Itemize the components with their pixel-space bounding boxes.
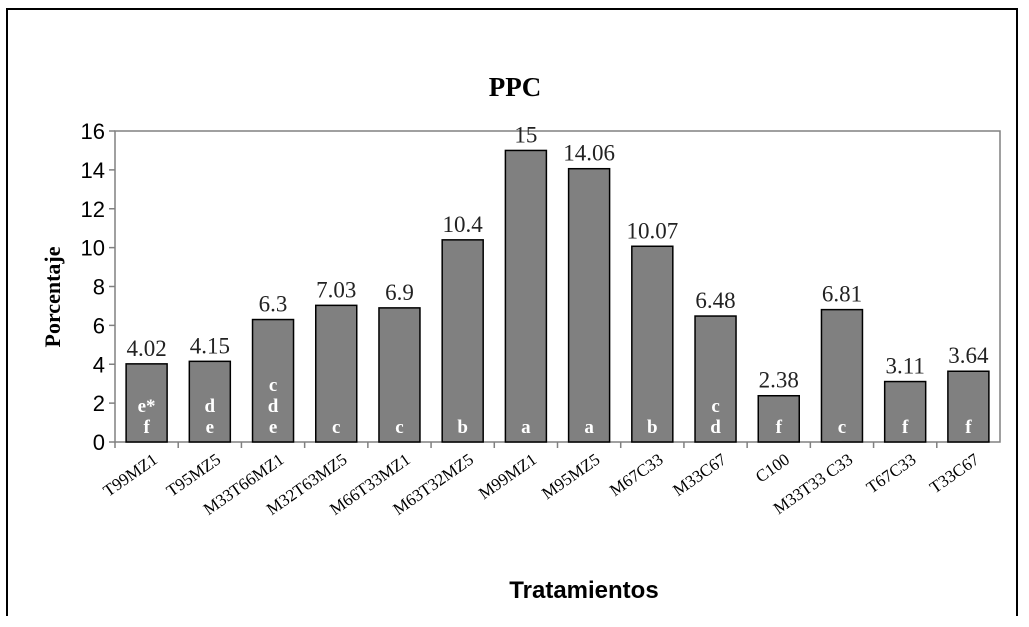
group-letter: d — [268, 396, 279, 417]
bar-M99MZ1 — [504, 149, 548, 443]
bar-M32T63MZ5 — [315, 304, 358, 443]
group-letter: b — [647, 417, 658, 438]
group-letter: a — [584, 417, 594, 438]
data-label: 6.9 — [385, 280, 414, 305]
data-label: 4.02 — [126, 336, 166, 361]
bar-T67C33 — [883, 380, 927, 443]
y-tick-label: 12 — [81, 197, 105, 222]
bar-T33C67 — [947, 370, 990, 443]
group-letter: d — [710, 417, 721, 438]
x-tick-label: T33C67 — [926, 449, 983, 497]
x-tick-label: T99MZ1 — [100, 450, 161, 501]
plot-area — [114, 130, 1001, 443]
group-letter: c — [711, 396, 719, 417]
group-letter: f — [776, 417, 783, 438]
group-letter: f — [143, 417, 150, 438]
x-axis-label: Tratamientos — [509, 577, 658, 604]
group-letter: f — [902, 417, 909, 438]
data-label: 2.38 — [759, 368, 799, 393]
y-tick-label: 16 — [81, 119, 105, 144]
bar-M95MZ5 — [567, 167, 611, 443]
y-tick-label: 10 — [81, 236, 105, 261]
bar-T99MZ1 — [125, 363, 168, 443]
bar-M67C33 — [631, 245, 674, 443]
x-tick-label: M99MZ1 — [475, 450, 540, 503]
data-label: 3.64 — [948, 343, 989, 368]
y-tick-label: 2 — [93, 391, 105, 416]
bar-T95MZ5 — [188, 360, 232, 443]
y-tick-label: 0 — [93, 430, 105, 455]
data-label: 6.48 — [695, 288, 735, 313]
data-label: 7.03 — [316, 277, 356, 302]
y-tick-label: 8 — [93, 275, 105, 300]
data-label: 15 — [514, 122, 537, 147]
data-label: 10.4 — [443, 212, 484, 237]
group-letter: c — [269, 375, 277, 396]
y-tick-label: 14 — [81, 158, 105, 183]
bar-M33T66MZ1 — [251, 318, 295, 443]
group-letter: d — [205, 396, 216, 417]
y-axis-label: Porcentaje — [40, 246, 65, 347]
x-tick-label: M67C33 — [606, 450, 666, 500]
figure-frame — [6, 8, 1018, 616]
data-label: 3.11 — [885, 354, 924, 379]
y-tick-label: 4 — [93, 352, 105, 377]
data-label: 10.07 — [626, 218, 678, 243]
data-label: 6.3 — [259, 292, 288, 317]
bar-M33T33 C33 — [820, 308, 864, 443]
y-tick-label: 6 — [93, 313, 105, 338]
group-letter: b — [457, 417, 468, 438]
x-tick-label: M33C67 — [669, 449, 730, 500]
bar-M66T33MZ1 — [378, 307, 421, 443]
bar-M33C67 — [694, 315, 737, 443]
group-letter: a — [521, 417, 531, 438]
group-letter: e — [206, 417, 214, 438]
group-letter: c — [838, 417, 846, 438]
group-letter: c — [332, 417, 340, 438]
data-label: 4.15 — [190, 333, 230, 358]
x-tick-label: T67C33 — [863, 450, 920, 498]
x-tick-label: C100 — [752, 450, 793, 487]
group-letter: f — [965, 417, 972, 438]
bar-C100 — [757, 394, 800, 443]
group-letter: e* — [138, 396, 156, 417]
group-letter: e — [269, 417, 277, 438]
data-label: 14.06 — [563, 141, 615, 166]
x-tick-label: M95MZ5 — [538, 450, 603, 503]
bar-M63T32MZ5 — [441, 239, 484, 443]
chart-title: PPC — [489, 72, 541, 102]
group-letter: c — [395, 417, 403, 438]
data-label: 6.81 — [822, 282, 862, 307]
